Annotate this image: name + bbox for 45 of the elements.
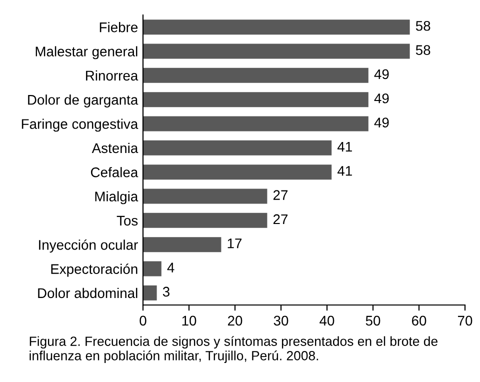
data-label: 27 [273, 214, 288, 224]
data-label: 58 [416, 20, 430, 31]
y-tick-label: Faringe congestiva [22, 118, 138, 132]
x-tick-label: 10 [182, 316, 196, 326]
y-tick-label: Malestar general [36, 46, 138, 60]
y-tick-label: Cefalea [90, 167, 138, 178]
y-tick-label: Mialgia [95, 191, 138, 204]
x-tick-label: 60 [412, 316, 426, 326]
data-label: 49 [374, 118, 389, 128]
x-tick-label: 30 [274, 316, 288, 326]
y-tick-label: Tos [116, 216, 138, 226]
bar [143, 212, 268, 228]
bar [143, 237, 222, 252]
x-tick-label: 20 [228, 316, 242, 326]
bar [143, 261, 162, 276]
data-label: 4 [167, 262, 174, 272]
x-tick-label: 40 [320, 316, 334, 326]
text: Figura 2. Frecuencia de signos y síntomas presentados en el brote de influenza en población militar, Trujillo, Perú. 2008. [30, 336, 438, 363]
y-tick-label: Dolor abdominal [38, 288, 138, 298]
bar [143, 92, 368, 108]
data-label: 41 [337, 142, 352, 152]
bar [143, 44, 410, 59]
bar [143, 116, 368, 132]
data-label: 27 [273, 190, 288, 200]
bar [143, 285, 157, 300]
bar [143, 68, 368, 83]
y-tick-label: Fiebre [100, 22, 138, 32]
bar [143, 188, 268, 204]
y-tick-label: Expectoración [51, 264, 138, 277]
x-tick-label: 0 [140, 316, 146, 326]
y-tick-label: Dolor de garganta [28, 94, 138, 108]
y-tick-label: Astenia [92, 142, 138, 154]
bar [143, 20, 410, 35]
bar [143, 140, 332, 156]
bar [143, 164, 332, 180]
data-label: 41 [337, 166, 352, 176]
data-label: 17 [228, 238, 242, 248]
x-tick-label: 70 [458, 316, 472, 326]
data-label: 3 [162, 286, 170, 297]
y-tick-label: Inyección ocular [39, 239, 138, 253]
x-tick-label: 50 [366, 316, 380, 326]
data-label: 49 [374, 69, 389, 80]
data-label: 49 [374, 93, 389, 104]
data-label: 58 [416, 45, 430, 55]
y-tick-label: Rinorrea [86, 70, 138, 81]
